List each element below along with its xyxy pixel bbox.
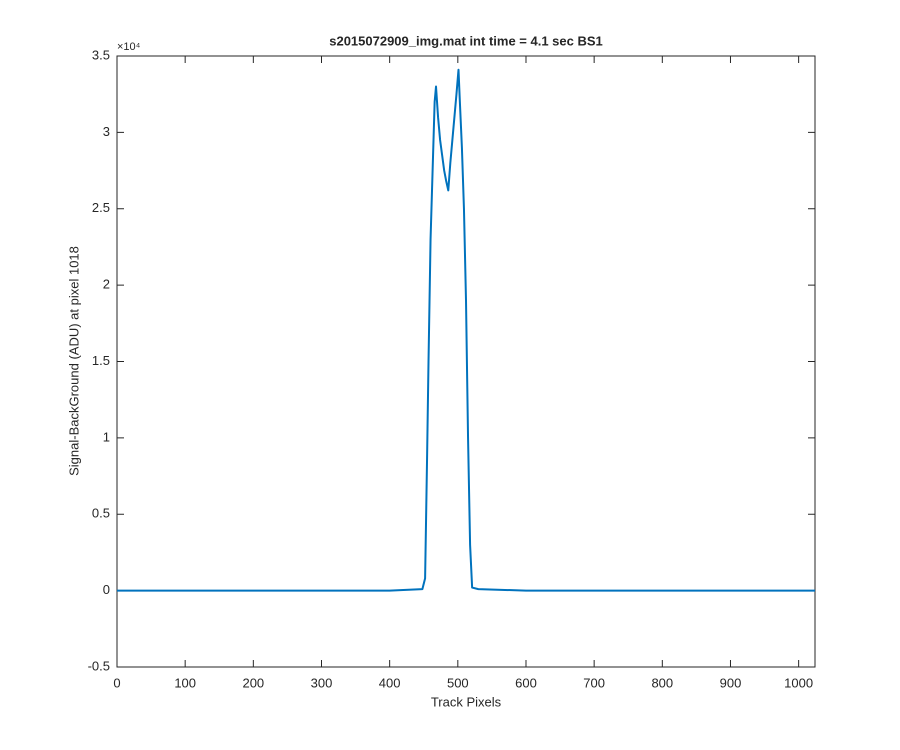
x-tick-label: 100 xyxy=(174,675,196,690)
y-tick-label: 0 xyxy=(103,582,110,597)
y-tick-label: 1.5 xyxy=(92,353,110,368)
data-line xyxy=(117,68,815,592)
x-tick-label: 800 xyxy=(651,675,673,690)
chart-title: s2015072909_img.mat int time = 4.1 sec B… xyxy=(329,33,603,48)
x-tick-label: 700 xyxy=(583,675,605,690)
x-tick-label: 200 xyxy=(242,675,264,690)
y-tick-label: 1 xyxy=(103,429,110,444)
y-tick-label: 2 xyxy=(103,277,110,292)
x-axis-label: Track Pixels xyxy=(431,694,502,709)
y-tick-label: 3.5 xyxy=(92,47,110,62)
x-tick-label: 400 xyxy=(379,675,401,690)
x-tick-label: 600 xyxy=(515,675,537,690)
x-tick-label: 300 xyxy=(311,675,333,690)
x-tick-label: 0 xyxy=(113,675,120,690)
y-tick-label: 0.5 xyxy=(92,506,110,521)
y-tick-label: 2.5 xyxy=(92,200,110,215)
y-axis-label: Signal-BackGround (ADU) at pixel 1018 xyxy=(66,246,81,476)
x-tick-label: 500 xyxy=(447,675,469,690)
y-tick-label: 3 xyxy=(103,124,110,139)
y-multiplier: ×10⁴ xyxy=(117,41,141,53)
x-tick-label: 900 xyxy=(720,675,742,690)
y-tick-label: -0.5 xyxy=(88,658,110,673)
x-tick-label: 1000 xyxy=(784,675,813,690)
